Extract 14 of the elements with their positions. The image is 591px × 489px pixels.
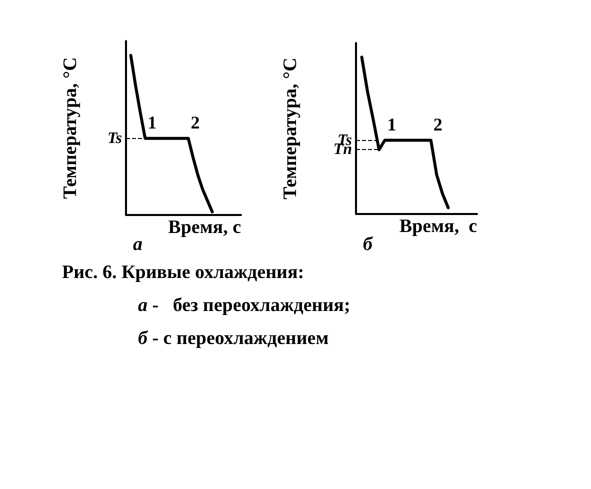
y-axis-title: Температура, °C <box>60 57 81 199</box>
text: Рис. 6. Кривые охлаждения: <box>62 262 304 284</box>
annotation: 2 <box>433 114 442 134</box>
annotation: 2 <box>190 112 200 132</box>
text: а <box>133 234 142 255</box>
text: а - без переохлаждения; <box>138 295 350 317</box>
annotation: 1 <box>387 114 396 134</box>
x-axis-title: Время, с <box>399 216 477 237</box>
x-axis-title: Время, с <box>168 217 241 238</box>
ref-line-label: Ts <box>107 130 122 147</box>
text: б - с переохлаждением <box>138 328 329 350</box>
annotation: 1 <box>148 112 157 132</box>
text: б <box>363 234 372 255</box>
y-axis-title: Температура, °C <box>280 58 301 200</box>
